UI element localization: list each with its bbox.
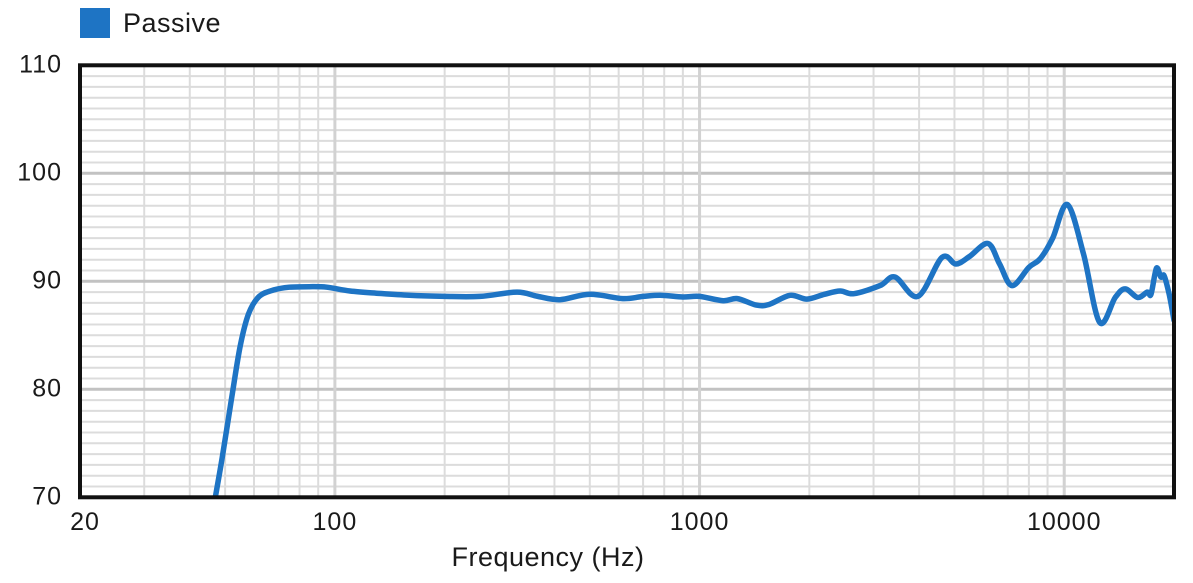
y-tick-label-110: 110 [19,50,62,79]
y-tick-label-80: 80 [32,374,62,403]
series-passive-curve [212,201,1174,498]
y-tick-label-70: 70 [32,482,62,511]
x-tick-label-10000: 10000 [1026,508,1102,537]
legend-label-passive: Passive [123,8,222,38]
grid-major [80,65,1174,498]
y-tick-label-90: 90 [32,266,62,295]
x-axis-title: Frequency (Hz) [451,542,645,572]
y-tick-label-100: 100 [17,158,62,187]
plot-border [78,63,1176,500]
legend-swatch-passive [80,8,110,38]
x-tick-label-1000: 1000 [669,508,730,537]
x-tick-label-20: 20 [70,508,100,537]
x-tick-label-100: 100 [312,508,358,537]
legend: Passive [80,8,221,38]
